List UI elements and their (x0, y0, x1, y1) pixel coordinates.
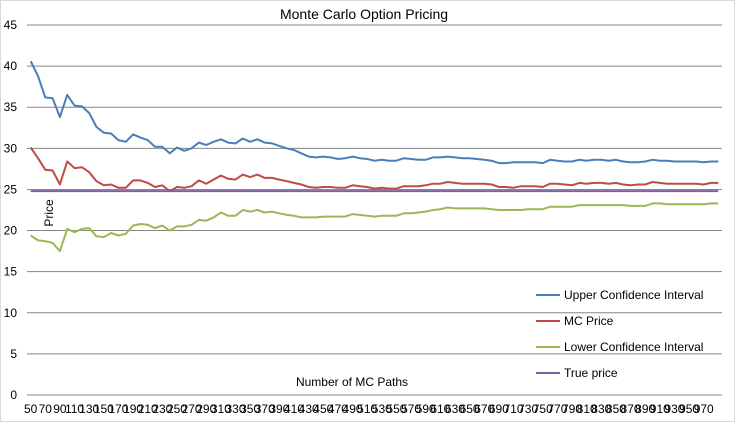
y-tick-label: 25 (4, 182, 18, 196)
x-tick-label: 710 (503, 402, 523, 416)
x-tick-label: 310 (211, 402, 231, 416)
x-tick-label: 950 (679, 402, 699, 416)
x-axis-tick-labels: 50 70 901101301501701902102302502702903103… (24, 402, 714, 416)
x-axis-label: Number of MC Paths (296, 375, 408, 389)
y-tick-label: 40 (4, 59, 18, 73)
x-tick-label: 730 (518, 402, 538, 416)
x-tick-label: 930 (664, 402, 684, 416)
x-tick-label: 650 (460, 402, 480, 416)
x-tick-label: 50 (24, 402, 38, 416)
series-line-1 (29, 146, 719, 193)
grid-lines (27, 24, 722, 355)
x-tick-label: 810 (577, 402, 597, 416)
x-tick-label: 290 (196, 402, 216, 416)
x-tick-label: 550 (386, 402, 406, 416)
legend-label-2: Lower Confidence Interval (564, 340, 703, 354)
x-tick-label: 430 (299, 402, 319, 416)
y-tick-label: 5 (10, 347, 17, 361)
x-tick-label: 270 (182, 402, 202, 416)
x-tick-label: 490 (343, 402, 363, 416)
series-lines (29, 60, 719, 253)
x-tick-label: 910 (650, 402, 670, 416)
x-tick-label: 70 (39, 402, 53, 416)
legend-label-1: MC Price (564, 314, 614, 328)
y-tick-label: 30 (4, 141, 18, 155)
y-tick-label: 0 (10, 388, 17, 402)
x-tick-label: 510 (357, 402, 377, 416)
x-tick-label: 230 (152, 402, 172, 416)
x-tick-label: 130 (79, 402, 99, 416)
x-tick-label: 690 (489, 402, 509, 416)
x-tick-label: 830 (591, 402, 611, 416)
x-tick-label: 570 (401, 402, 421, 416)
x-tick-label: 790 (562, 402, 582, 416)
x-tick-label: 610 (430, 402, 450, 416)
legend-label-3: True price (564, 366, 618, 380)
y-tick-label: 10 (4, 306, 18, 320)
x-tick-label: 170 (108, 402, 128, 416)
x-tick-label: 110 (65, 402, 84, 416)
y-tick-label: 35 (4, 100, 18, 114)
legend-label-0: Upper Confidence Interval (564, 288, 703, 302)
x-tick-label: 410 (284, 402, 304, 416)
x-tick-label: 870 (621, 402, 641, 416)
y-tick-label: 45 (4, 18, 18, 32)
y-axis-label: Price (42, 199, 56, 227)
x-tick-label: 330 (225, 402, 245, 416)
x-tick-label: 670 (474, 402, 494, 416)
y-tick-label: 15 (4, 265, 18, 279)
x-tick-label: 530 (372, 402, 392, 416)
y-axis-tick-labels: 0 5 10 15 20 25 30 35 40 45 (4, 18, 18, 402)
x-tick-label: 970 (694, 402, 714, 416)
series-line-2 (30, 202, 719, 253)
x-tick-label: 350 (240, 402, 260, 416)
x-tick-label: 770 (547, 402, 567, 416)
x-tick-label: 750 (533, 402, 553, 416)
x-tick-label: 470 (328, 402, 348, 416)
x-tick-label: 210 (138, 402, 158, 416)
y-tick-label: 20 (4, 224, 18, 238)
x-tick-label: 150 (94, 402, 114, 416)
chart-title: Monte Carlo Option Pricing (280, 6, 448, 22)
x-tick-label: 590 (416, 402, 436, 416)
x-tick-label: 850 (606, 402, 626, 416)
x-tick-label: 190 (123, 402, 143, 416)
legend: Upper Confidence Interval MC Price Lower C… (536, 288, 703, 380)
x-tick-label: 450 (313, 402, 333, 416)
x-tick-label: 90 (53, 402, 67, 416)
x-tick-label: 890 (635, 402, 655, 416)
x-tick-label: 250 (167, 402, 187, 416)
series-line-0 (29, 60, 719, 165)
x-tick-label: 390 (269, 402, 289, 416)
x-tick-label: 370 (255, 402, 275, 416)
x-tick-label: 630 (445, 402, 465, 416)
